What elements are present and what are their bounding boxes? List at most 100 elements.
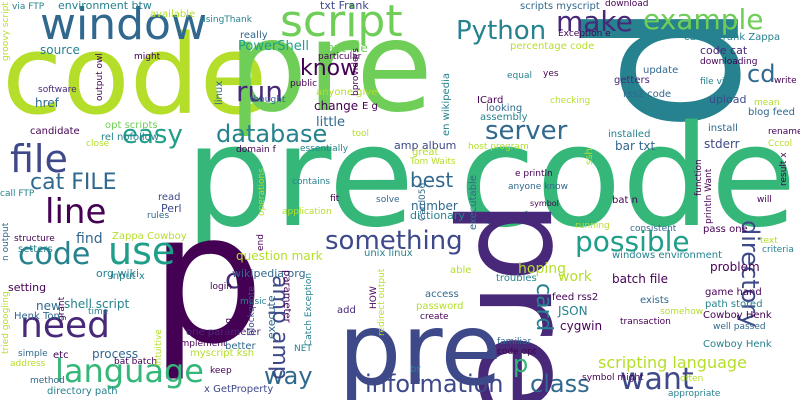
word-w_execute: execute	[265, 295, 278, 339]
word-w_able: able	[450, 265, 472, 276]
word-w_passone: pass one	[703, 224, 748, 235]
word-w_read: read	[158, 192, 181, 203]
word-w_html: HOW	[369, 286, 379, 309]
word-w_parameter: parameter	[281, 270, 292, 323]
word-w_br: br	[410, 364, 421, 375]
word-w_json: JSON	[558, 304, 588, 318]
word-w_database: database	[216, 120, 328, 148]
word-w_number: number	[411, 199, 458, 213]
word-w_pre_bot: pre	[338, 291, 502, 400]
word-w_language: language	[55, 352, 204, 390]
word-w_myscriptksh: myscript ksh	[190, 348, 255, 359]
word-w_transaction: transaction	[620, 317, 671, 327]
word-w_wellpassed: well passed	[713, 322, 766, 332]
word-w_enwiki: en wikipedia	[441, 73, 452, 136]
word-w_work: work	[558, 269, 592, 285]
word-w_executable: executable	[468, 175, 479, 230]
word-w_usingthank: usingThank	[200, 15, 252, 25]
word-w_process: process	[92, 347, 139, 361]
word-w_ampalbum: amp album	[394, 139, 457, 152]
word-w_inputx: input x	[110, 271, 145, 282]
word-w_yes: yes	[543, 69, 559, 79]
word-w_code_mid: code	[18, 237, 91, 272]
word-w_tool: tool	[352, 129, 370, 139]
word-w_criteria: criteria	[762, 245, 794, 255]
word-w_source: source	[40, 43, 80, 57]
word-w_little: little	[316, 115, 346, 130]
word-w_ssh: ssh	[584, 148, 595, 165]
word-w_orgwiki: org wiki	[96, 267, 140, 280]
word-w_public: public	[290, 79, 318, 89]
word-w_callftp: call FTP	[0, 189, 35, 199]
word-w_update: update	[643, 65, 679, 76]
word-w_python: Python	[456, 16, 547, 46]
word-w_downloading: downloading	[700, 57, 758, 67]
word-w_eprintln: e println	[515, 169, 553, 179]
word-w_p_mid: p	[150, 175, 265, 384]
word-w_anyoneknow: anyone know	[508, 182, 568, 192]
word-w_method: method	[30, 376, 65, 386]
word-w_download: download	[605, 0, 649, 9]
word-w_really: really	[240, 30, 268, 41]
word-w_grant: grant	[57, 296, 67, 321]
word-w_upload: upload	[709, 93, 747, 106]
word-w_password: password	[416, 301, 464, 312]
word-w_printlnwant: println Want	[704, 168, 714, 224]
word-w_create: create	[420, 312, 449, 322]
word-w_simple: simple	[18, 349, 48, 359]
word-w_anyonegive: anyone give	[316, 87, 378, 98]
word-w_file_big: file	[10, 137, 68, 181]
word-w_percentcode: percentage code	[510, 41, 595, 52]
word-w_setting: setting	[8, 281, 47, 294]
word-w_server: server	[485, 116, 568, 146]
word-w_equal: equal	[507, 71, 532, 81]
word-w_easy: easy	[122, 120, 183, 150]
word-w_question: question mark	[236, 249, 323, 263]
word-w_rename: rename	[768, 127, 800, 137]
word-w_great: great	[412, 147, 439, 158]
word-w_appropriate: appropriate	[668, 389, 721, 399]
word-w_symbolmight: symbol might	[582, 373, 644, 383]
word-w_code_big: code	[2, 11, 268, 139]
word-w_something: something	[325, 226, 463, 256]
word-w_cowboyhenk: Cowboy Henk	[703, 310, 772, 321]
word-w_installed: installed	[608, 129, 651, 140]
word-w_troubles: troubles	[496, 273, 537, 284]
word-w_powershell: PowerShell	[238, 39, 310, 54]
word-w_codecat: code cat	[700, 44, 748, 57]
word-w_batbatch: bat batch	[114, 357, 158, 367]
word-w_checking: checking	[550, 96, 591, 106]
word-w_output: n output	[1, 222, 11, 261]
word-w_hoping: hoping	[518, 261, 566, 277]
word-w_install: install	[708, 123, 738, 134]
word-w_login: login	[210, 282, 232, 292]
word-w_domain: domain f	[236, 145, 276, 155]
word-w_unixlinux: unix linux	[364, 248, 413, 259]
word-w_txtfrank: txt Frank	[320, 0, 369, 12]
word-w_winenv: windows environment	[612, 250, 723, 261]
word-w_available: available	[150, 9, 196, 20]
word-w_consistent: consistent	[630, 224, 677, 234]
word-w_familiar: familiar	[497, 337, 532, 347]
word-w_fit: fit	[330, 194, 340, 204]
word-w_scriptsmyscript: scripts myscript	[520, 1, 600, 12]
word-w_script: script	[280, 0, 403, 47]
word-w_blockquote: blockquote	[247, 286, 257, 336]
word-w_best: best	[410, 168, 454, 192]
word-w_precode: pre code	[185, 96, 797, 259]
word-w_hostprogram: host program	[468, 142, 529, 152]
word-w_run: run	[236, 75, 284, 108]
word-w_need: need	[20, 305, 110, 346]
word-w_looking: looking	[486, 103, 523, 114]
word-w_card056: Card056	[418, 182, 428, 221]
word-w_new: new	[36, 299, 61, 313]
word-w_write: write	[774, 76, 797, 86]
word-w_getters: getters	[614, 75, 650, 86]
word-w_keep: keep	[210, 366, 232, 376]
word-w_use: use	[108, 229, 176, 273]
word-w_mean: mean	[754, 98, 780, 108]
word-w_viaftp: via FTP	[12, 2, 45, 12]
word-w_redirect: redirect output	[377, 268, 387, 336]
word-w_henk: Henk Tom	[14, 311, 64, 322]
